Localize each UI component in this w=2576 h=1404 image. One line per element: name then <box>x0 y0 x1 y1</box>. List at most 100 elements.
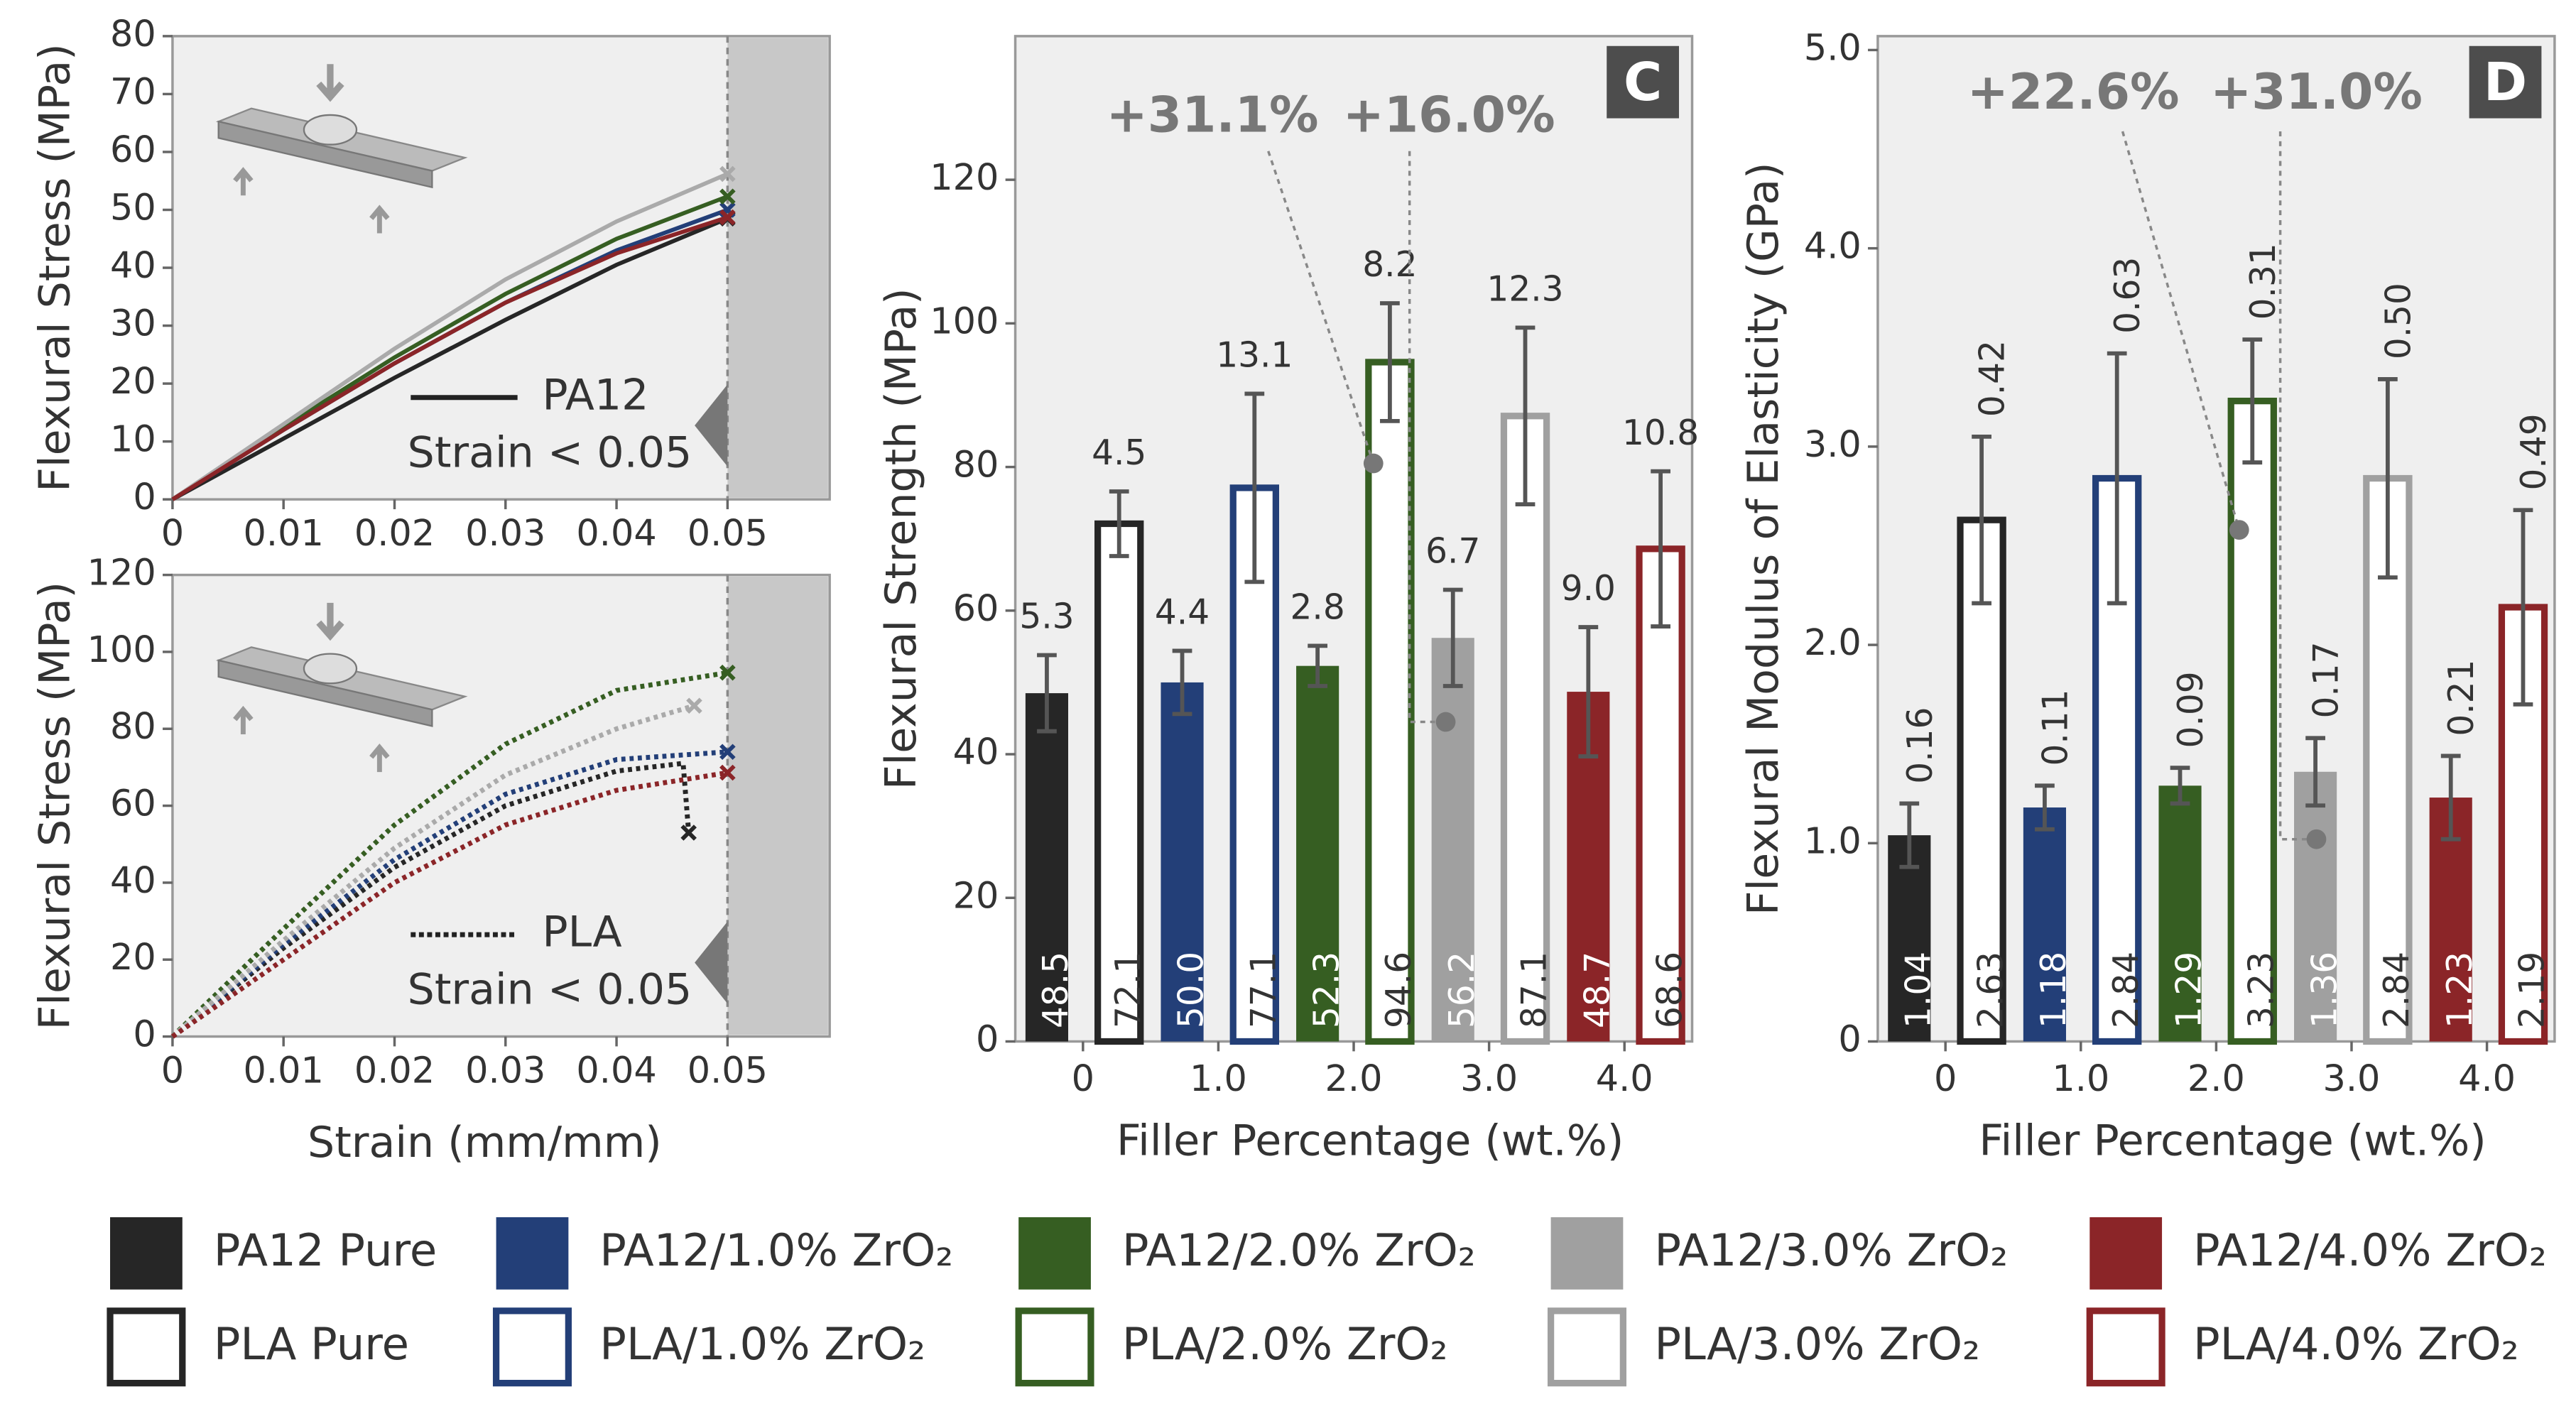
value-label: 77.1 <box>1244 952 1284 1028</box>
series-line <box>171 172 729 501</box>
error-bar <box>1972 435 1991 606</box>
error-bar <box>1109 489 1129 558</box>
beam-side <box>217 659 433 727</box>
annotation-point <box>1435 712 1456 732</box>
error-label: 13.1 <box>1216 336 1293 376</box>
value-label: 1.18 <box>2034 952 2074 1028</box>
x-tick-label: 0 <box>1934 1057 1957 1099</box>
value-label: 1.04 <box>1899 952 1939 1028</box>
bar <box>1296 665 1339 1042</box>
limit-region <box>727 576 828 1035</box>
y-tick-label: 120 <box>87 552 156 594</box>
error-label: 4.5 <box>1092 433 1146 473</box>
loading-nose <box>303 653 358 685</box>
y-tick-label: 50 <box>110 186 156 228</box>
x-tick-label: 0.02 <box>354 1049 435 1091</box>
series-line <box>170 761 692 1039</box>
legend-swatch <box>2086 1307 2165 1387</box>
value-label: 1.36 <box>2305 952 2344 1028</box>
x-axis-label: Filler Percentage (wt.%) <box>1116 1116 1624 1166</box>
legend-swatch <box>107 1307 186 1387</box>
y-tick-label: 1.0 <box>1804 820 1862 861</box>
panel-label-box <box>2469 45 2542 119</box>
value-label: 1.29 <box>2170 952 2210 1028</box>
x-axis-label: Strain (mm/mm) <box>308 1118 662 1168</box>
annotation: +22.6% <box>1967 64 2180 121</box>
bar <box>1161 682 1204 1042</box>
error-bar <box>2440 753 2461 842</box>
x-tick-label: 0.05 <box>688 1049 768 1091</box>
error-label: 10.8 <box>1622 413 1699 453</box>
y-tick-label: 60 <box>110 783 156 825</box>
legend-label: PLA/3.0% ZrO₂ <box>1654 1318 1980 1370</box>
y-tick-label: 30 <box>110 303 156 344</box>
legend-swatch <box>2089 1217 2163 1290</box>
leader-line <box>1408 151 1446 724</box>
x-tick-label: 0 <box>161 1049 184 1091</box>
y-axis-label: Flexural Stress (MPa) <box>31 582 80 1030</box>
bar <box>1500 413 1550 1045</box>
support-arrow <box>233 705 254 734</box>
key-label: PLA <box>542 908 621 957</box>
error-label: 8.2 <box>1362 245 1417 285</box>
bar <box>2158 785 2202 1042</box>
error-bar <box>1037 653 1057 734</box>
error-label: 0.17 <box>2307 641 2347 718</box>
error-bar <box>2513 508 2533 707</box>
x-tick-label: 0.05 <box>688 512 768 554</box>
y-axis-label: Flexural Strength (MPa) <box>876 288 926 790</box>
error-label: 6.7 <box>1425 532 1480 572</box>
y-tick-label: 100 <box>87 628 156 670</box>
arrow <box>316 602 344 641</box>
error-bar <box>2242 337 2263 465</box>
y-tick-label: 40 <box>110 859 156 901</box>
series-line <box>170 770 728 1039</box>
y-tick-label: 60 <box>110 129 156 170</box>
note: Strain < 0.05 <box>408 965 692 1015</box>
bar <box>1888 835 1931 1042</box>
x-axis-label: Filler Percentage (wt.%) <box>1979 1116 2486 1166</box>
legend-swatch <box>1547 1307 1626 1387</box>
y-tick-label: 3.0 <box>1804 423 1862 465</box>
value-label: 72.1 <box>1109 952 1148 1028</box>
key-label: PA12 <box>542 370 648 420</box>
x-tick-label: 2.0 <box>2188 1057 2245 1099</box>
annotation-point <box>2229 520 2249 540</box>
beam-side <box>217 120 433 189</box>
legend-label: PLA/2.0% ZrO₂ <box>1122 1318 1448 1370</box>
y-tick-label: 20 <box>110 936 156 978</box>
error-bar <box>2378 377 2398 580</box>
error-label: 5.3 <box>1019 597 1074 637</box>
error-label: 0.21 <box>2442 660 2482 736</box>
x-tick-label: 1.0 <box>2052 1057 2109 1099</box>
end-marker <box>719 764 736 781</box>
y-tick-label: 60 <box>953 587 999 629</box>
value-label: 52.3 <box>1307 952 1347 1028</box>
error-label: 12.3 <box>1487 270 1563 310</box>
support-arrow <box>369 205 390 234</box>
legend-label: PA12/2.0% ZrO₂ <box>1122 1224 1476 1276</box>
limit-marker <box>695 384 728 467</box>
error-bar <box>1308 643 1328 688</box>
series-line <box>171 215 729 501</box>
y-tick-label: 100 <box>930 300 999 342</box>
value-label: 3.23 <box>2241 952 2281 1028</box>
leader-line <box>2278 131 2317 841</box>
error-label: 0.09 <box>2171 671 2211 748</box>
error-bar <box>1244 391 1265 584</box>
error-bar <box>2107 351 2127 606</box>
error-label: 0.49 <box>2514 413 2554 490</box>
error-bar <box>1651 469 1670 628</box>
x-tick-label: 0.04 <box>576 512 656 554</box>
error-bar <box>1442 587 1463 688</box>
end-marker <box>719 744 736 761</box>
x-tick-label: 1.0 <box>1190 1057 1247 1099</box>
y-tick-label: 20 <box>953 874 999 916</box>
error-bar <box>1578 625 1599 758</box>
legend-swatch <box>492 1307 572 1387</box>
value-label: 48.7 <box>1578 952 1618 1028</box>
y-tick-label: 70 <box>110 70 156 112</box>
annotation: +31.1% <box>1107 87 1319 144</box>
limit-marker <box>695 921 728 1004</box>
